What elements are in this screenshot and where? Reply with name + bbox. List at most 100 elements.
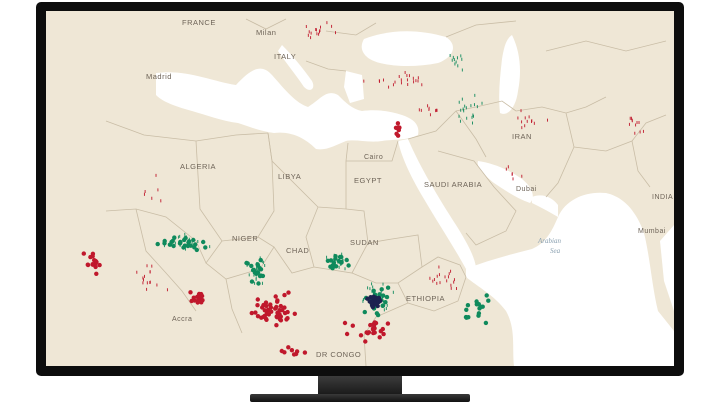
drop-marker-icon[interactable] (182, 237, 187, 243)
drop-marker-icon[interactable] (94, 259, 99, 265)
drop-marker-icon[interactable] (261, 314, 266, 319)
drop-marker-icon[interactable] (339, 259, 344, 265)
drop-marker-icon[interactable] (282, 305, 287, 310)
drop-marker-icon[interactable] (255, 297, 260, 302)
drop-marker-icon[interactable] (169, 239, 174, 245)
drop-marker-icon[interactable] (476, 311, 482, 316)
drop-marker-icon[interactable] (255, 303, 260, 308)
drop-marker-icon[interactable] (350, 323, 355, 328)
drop-marker-icon[interactable] (196, 297, 201, 303)
drop-marker-icon[interactable] (188, 290, 193, 295)
drop-marker-icon[interactable] (372, 330, 377, 335)
drop-marker-icon[interactable] (363, 339, 368, 344)
drop-marker-icon[interactable] (377, 292, 382, 297)
drop-marker-icon[interactable] (294, 349, 300, 354)
drop-marker-icon[interactable] (325, 258, 331, 263)
drop-marker-icon[interactable] (85, 262, 91, 268)
drop-marker-icon[interactable] (333, 256, 338, 261)
drop-marker-icon[interactable] (193, 242, 198, 247)
drop-marker-icon[interactable] (90, 254, 95, 259)
drop-marker-icon[interactable] (263, 300, 269, 305)
drop-marker-icon[interactable] (97, 262, 102, 268)
drop-marker-icon[interactable] (385, 321, 391, 326)
map-screen[interactable]: FRANCE Milan ITALY Madrid ALGERIA LIBYA … (46, 11, 674, 366)
drop-marker-icon[interactable] (282, 310, 288, 316)
drop-marker-icon[interactable] (378, 298, 383, 304)
drop-marker-icon[interactable] (264, 311, 270, 316)
drop-marker-icon[interactable] (474, 299, 479, 304)
drop-marker-icon[interactable] (291, 352, 297, 357)
drop-marker-icon[interactable] (191, 237, 196, 243)
drop-marker-icon[interactable] (465, 303, 471, 308)
drop-marker-icon[interactable] (384, 294, 390, 300)
drop-marker-icon[interactable] (172, 235, 177, 240)
drop-marker-icon[interactable] (344, 331, 350, 337)
drop-marker-icon[interactable] (249, 279, 255, 284)
drop-marker-icon[interactable] (331, 260, 337, 265)
drop-marker-icon[interactable] (395, 121, 401, 126)
drop-marker-icon[interactable] (346, 263, 351, 268)
drop-marker-icon[interactable] (194, 247, 199, 253)
marker-layer[interactable] (81, 18, 663, 357)
drop-marker-icon[interactable] (395, 126, 401, 131)
drop-marker-icon[interactable] (385, 285, 391, 290)
drop-marker-icon[interactable] (250, 268, 256, 273)
drop-marker-icon[interactable] (93, 264, 98, 270)
drop-marker-icon[interactable] (274, 314, 279, 319)
drop-marker-icon[interactable] (268, 302, 273, 307)
drop-marker-icon[interactable] (339, 254, 344, 260)
drop-marker-icon[interactable] (370, 295, 375, 300)
drop-marker-icon[interactable] (371, 288, 376, 293)
drop-marker-icon[interactable] (262, 308, 267, 313)
drop-marker-icon[interactable] (330, 264, 336, 269)
drop-marker-icon[interactable] (273, 294, 278, 299)
drop-marker-icon[interactable] (196, 291, 202, 297)
drop-marker-icon[interactable] (286, 290, 291, 295)
drop-marker-icon[interactable] (394, 131, 399, 136)
drop-marker-icon[interactable] (256, 281, 261, 286)
drop-marker-icon[interactable] (486, 298, 491, 303)
map-canvas[interactable]: FRANCE Milan ITALY Madrid ALGERIA LIBYA … (46, 11, 674, 366)
drop-marker-icon[interactable] (186, 240, 191, 245)
drop-marker-icon[interactable] (483, 320, 489, 326)
drop-marker-icon[interactable] (282, 350, 287, 355)
drop-marker-icon[interactable] (255, 314, 261, 319)
drop-marker-icon[interactable] (181, 245, 186, 250)
drop-marker-icon[interactable] (171, 243, 176, 249)
drop-marker-icon[interactable] (379, 287, 384, 292)
drop-marker-icon[interactable] (362, 309, 367, 315)
drop-marker-icon[interactable] (302, 350, 308, 355)
drop-marker-icon[interactable] (358, 333, 364, 338)
drop-marker-icon[interactable] (155, 241, 160, 247)
drop-marker-icon[interactable] (258, 273, 263, 278)
drop-marker-icon[interactable] (264, 303, 269, 309)
drop-marker-icon[interactable] (466, 315, 471, 320)
drop-marker-icon[interactable] (249, 310, 254, 316)
drop-marker-icon[interactable] (185, 243, 191, 249)
drop-marker-icon[interactable] (94, 271, 99, 276)
drop-marker-icon[interactable] (275, 299, 280, 304)
drop-marker-icon[interactable] (278, 314, 283, 319)
drop-marker-icon[interactable] (257, 265, 262, 271)
drop-marker-icon[interactable] (282, 292, 287, 298)
drop-marker-icon[interactable] (253, 310, 258, 315)
drop-marker-icon[interactable] (177, 241, 183, 246)
drop-marker-icon[interactable] (478, 304, 484, 309)
drop-marker-icon[interactable] (368, 322, 373, 328)
drop-marker-icon[interactable] (274, 323, 279, 328)
drop-marker-icon[interactable] (377, 335, 382, 340)
drop-marker-icon[interactable] (199, 300, 204, 305)
drop-marker-icon[interactable] (375, 312, 381, 318)
drop-marker-icon[interactable] (383, 300, 388, 305)
drop-marker-icon[interactable] (249, 263, 254, 269)
drop-marker-icon[interactable] (286, 345, 291, 350)
drop-marker-icon[interactable] (380, 303, 385, 308)
drop-marker-icon[interactable] (372, 326, 377, 331)
drop-marker-icon[interactable] (162, 238, 167, 244)
drop-marker-icon[interactable] (81, 251, 86, 256)
drop-marker-icon[interactable] (373, 301, 378, 307)
drop-marker-icon[interactable] (344, 257, 349, 263)
drop-marker-icon[interactable] (203, 245, 208, 250)
drop-marker-icon[interactable] (366, 330, 372, 335)
drop-marker-icon[interactable] (378, 329, 383, 334)
